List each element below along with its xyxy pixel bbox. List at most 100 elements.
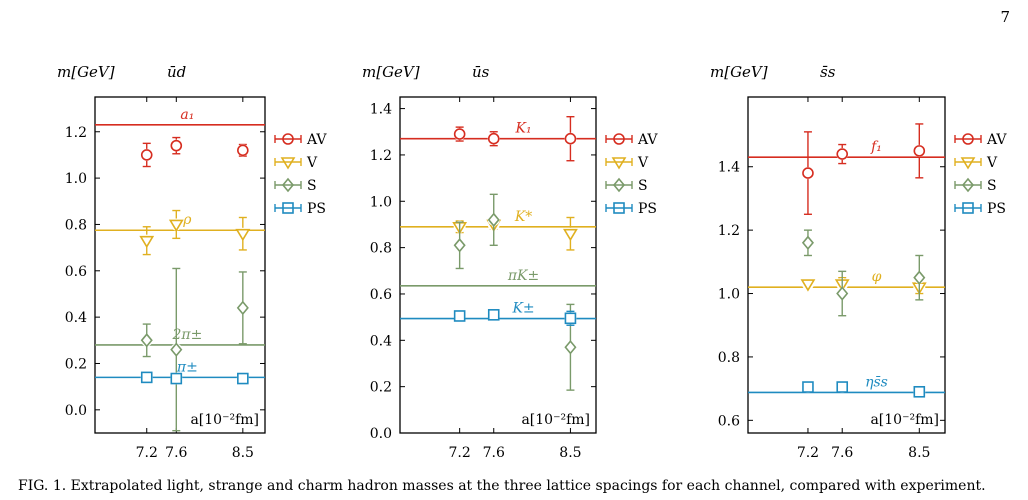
data-point-ps [140,371,153,384]
legend-marker-av [282,133,294,145]
data-point-ps [564,312,577,325]
x-tick-label: 7.2 [449,445,471,461]
legend: AV VS PS [274,132,327,217]
legend-entry-v: V [306,155,318,171]
y-axis-label: m[GeV] [710,63,768,81]
data-point-s [487,212,500,228]
y-tick-label: 0.8 [65,217,87,233]
marker-backdrop [170,372,183,385]
y-tick-label: 0.0 [370,426,392,442]
y-tick-label: 0.8 [718,350,740,366]
reference-line-label: ρ [182,212,192,228]
data-point-s [236,300,249,316]
x-tick-label: 7.2 [797,445,819,461]
data-point-av [170,139,183,152]
data-point-ps [453,310,466,322]
y-tick-label: 1.4 [370,102,392,118]
marker-backdrop [140,148,153,161]
data-point-v [235,228,251,242]
y-tick-label: 1.0 [65,171,87,187]
x-tick-label: 8.5 [559,445,581,461]
legend-marker-av [962,133,974,145]
y-tick-label: 1.2 [718,223,740,239]
data-point-av [487,132,500,145]
x-tick-label: 7.6 [831,445,853,461]
panel-title: ūd [167,63,186,81]
y-tick-label: 0.4 [370,333,392,349]
y-tick-label: 0.6 [370,287,392,303]
y-axis-label: m[GeV] [57,63,115,81]
data-point-av [836,148,849,160]
plot-frame [94,96,266,434]
data-point-s [170,342,183,357]
data-point-s [913,270,926,285]
marker-backdrop [170,139,183,152]
y-tick-label: 0.2 [65,356,87,372]
marker-backdrop [564,227,577,240]
data-point-av [802,167,814,179]
x-axis-label: a[10⁻²fm] [870,412,939,428]
legend-marker-ps [282,202,294,214]
data-point-av [140,149,153,161]
legend-entry-av: AV [637,132,658,148]
legend: AV VS PS [954,132,1007,217]
legend-marker-v [611,157,627,170]
y-axis-label: m[GeV] [362,63,420,81]
y-tick-label: 1.2 [370,148,392,164]
data-point-v [139,235,155,249]
y-tick-label: 0.0 [65,403,87,419]
reference-line-label: K* [514,209,532,225]
legend-entry-v: V [986,155,998,171]
chart-panel-3: 0.6 0.8 1.0 1.2 1.4 7.2 7.6 8.5 m[GeV] s̄s a[10⁻²f… [710,63,1007,461]
y-tick-label: 0.6 [65,264,87,280]
legend: AV VS PS [605,132,658,217]
marker-backdrop [236,227,249,240]
data-point-s [140,333,153,348]
marker-backdrop [836,381,849,394]
reference-line-label: 2π± [171,327,202,343]
chart-panel-2: 0.0 0.2 0.4 0.6 0.8 1.0 1.2 1.4 7.2 7.6 8.5 m[GeV] ū… [362,63,658,461]
data-point-av [453,128,466,140]
marker-backdrop [236,144,249,157]
reference-line-label: φ [872,269,882,285]
page-number: 7 [1000,8,1010,26]
data-point-v [168,219,184,233]
data-point-av [237,144,249,157]
data-point-av [564,132,577,145]
reference-line-label: ηs̄s [865,374,888,390]
x-axis-label: a[10⁻²fm] [521,412,590,428]
legend-entry-ps: PS [638,201,657,217]
marker-backdrop [236,372,249,385]
legend-entry-ps: PS [987,201,1006,217]
legend-entry-s: S [987,178,997,194]
legend-marker-v [280,157,296,170]
marker-backdrop [564,312,577,325]
reference-line-label: π± [176,359,198,375]
data-point-ps [836,381,849,393]
legend-marker-av [613,133,625,145]
legend-entry-s: S [307,178,317,194]
hadron-mass-figure: 0.0 0.2 0.4 0.6 0.8 1.0 1.2 7.2 7.6 8.5 m[GeV] ūd a[… [57,63,1007,461]
legend-entry-s: S [638,178,648,194]
marker-backdrop [170,218,183,231]
marker-backdrop [801,381,814,394]
figure-caption: FIG. 1. Extrapolated light, strange and … [18,478,986,494]
marker-backdrop [453,309,466,322]
legend-entry-av: AV [986,132,1007,148]
data-point-s [801,235,814,251]
y-tick-label: 0.4 [65,310,87,326]
legend-marker-ps [962,202,974,214]
reference-line-label: a₁ [180,107,194,123]
data-point-ps [237,372,249,385]
marker-backdrop [913,385,926,398]
reference-line-label: πK± [507,268,539,284]
panel-title: s̄s [820,63,836,81]
x-tick-label: 7.2 [136,445,158,461]
data-point-ps [802,381,814,393]
data-point-v [800,279,816,292]
legend-entry-v: V [637,155,649,171]
x-tick-label: 7.6 [483,445,505,461]
data-point-ps [913,385,926,398]
panel-title: ūs [472,63,490,81]
data-point-s [836,286,849,301]
